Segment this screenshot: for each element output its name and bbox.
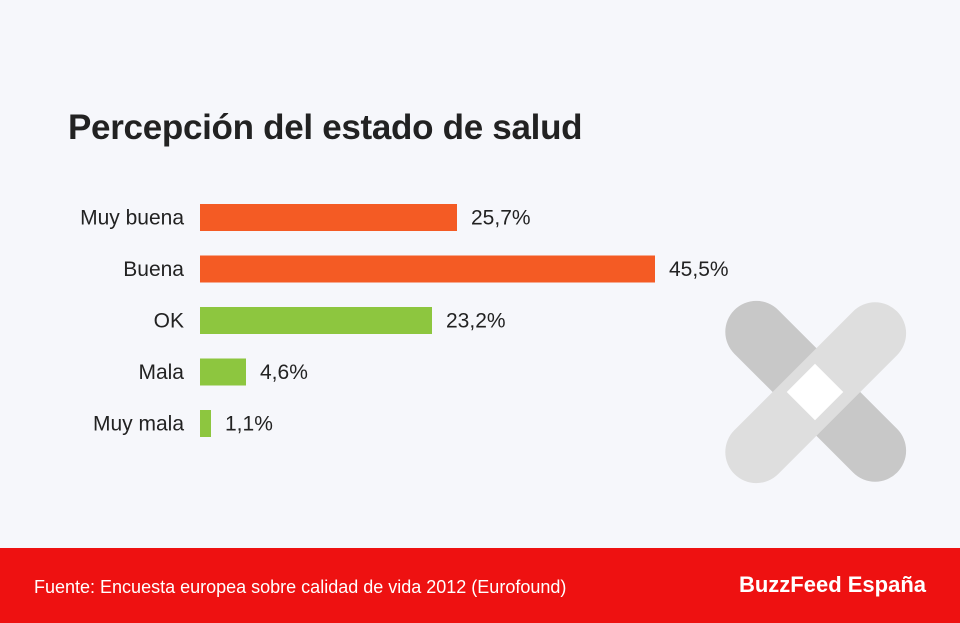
category-label: Muy mala bbox=[93, 413, 184, 436]
category-label: Muy buena bbox=[80, 207, 184, 230]
source-text: Fuente: Encuesta europea sobre calidad d… bbox=[34, 577, 567, 597]
chart-title: Percepción del estado de salud bbox=[68, 108, 583, 147]
brand-logo: BuzzFeed España bbox=[738, 572, 926, 597]
bars-group: Muy buena 25,7% Buena 45,5% OK 23,2% Mala 4,6% M… bbox=[80, 204, 729, 437]
bar bbox=[200, 410, 211, 437]
footer-bar: Fuente: Encuesta europea sobre calidad d… bbox=[0, 548, 960, 623]
category-label: Mala bbox=[138, 361, 184, 384]
bandage-cross-icon bbox=[725, 300, 907, 484]
category-label: OK bbox=[154, 310, 184, 333]
bar bbox=[200, 307, 432, 334]
value-label: 4,6% bbox=[260, 361, 308, 384]
bar bbox=[200, 204, 457, 231]
value-label: 45,5% bbox=[669, 258, 729, 281]
value-label: 25,7% bbox=[471, 207, 531, 230]
value-label: 23,2% bbox=[446, 310, 506, 333]
category-label: Buena bbox=[123, 258, 184, 281]
bar bbox=[200, 358, 246, 386]
bar-chart: Muy buena 25,7% Buena 45,5% OK 23,2% Mala 4,6% M… bbox=[80, 204, 729, 437]
value-label: 1,1% bbox=[225, 413, 273, 436]
bar bbox=[200, 255, 655, 283]
